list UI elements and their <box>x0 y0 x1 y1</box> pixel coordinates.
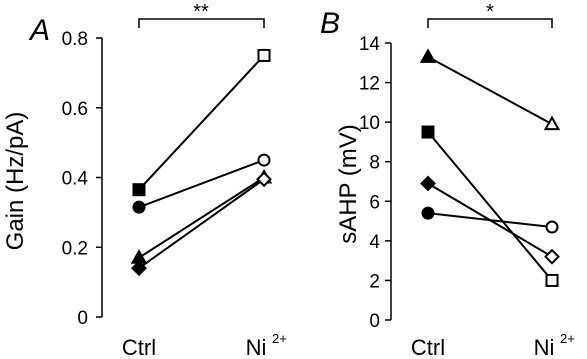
x-category-superscript-a: 2+ <box>272 331 287 346</box>
series-line-a-circle <box>138 159 265 209</box>
y-tick-label-b: 4 <box>369 232 380 253</box>
y-axis-label-a: Gain (Hz/pA) <box>2 112 29 251</box>
y-tick-label-a: 0 <box>77 308 88 329</box>
point-ctrl-b-circle <box>421 206 435 220</box>
significance-marker-a: ** <box>193 1 209 23</box>
significance-bracket-b <box>427 18 553 28</box>
y-tick-label-a: 0.6 <box>62 99 88 120</box>
significance-bracket-a <box>138 18 265 28</box>
point-ctrl-a-diamond <box>131 260 147 277</box>
y-tick-label-a: 0.4 <box>62 169 89 190</box>
point-ni-a-square <box>257 48 271 62</box>
significance-marker-b: * <box>486 1 494 23</box>
y-tick-label-b: 2 <box>369 271 380 292</box>
y-tick-label-b: 6 <box>369 192 380 213</box>
point-ni-a-circle <box>257 153 271 167</box>
series-line-b-square <box>427 131 553 282</box>
series-line-b-triangle <box>427 55 553 126</box>
point-ni-a-diamond <box>256 171 272 188</box>
y-tick-label-a: 0.2 <box>62 238 88 259</box>
x-category-label-b: Ctrl <box>411 335 445 359</box>
panel-a: A Gain (Hz/pA) 0 0.2 0.4 0.6 0.8 ** Ctrl Ni 2+ <box>2 1 287 359</box>
point-ctrl-b-diamond <box>420 175 436 192</box>
x-category-label-a: Ctrl <box>122 335 156 359</box>
y-tick-label-b: 0 <box>369 311 380 332</box>
point-ctrl-a-circle <box>132 200 146 214</box>
y-tick-label-b: 12 <box>359 74 380 95</box>
y-tick-label-a: 0.8 <box>62 29 88 50</box>
point-ni-b-circle <box>545 220 559 234</box>
y-tick-label-b: 10 <box>359 113 380 134</box>
panel-b: B sAHP (mV) 0 2 4 6 8 10 12 14 * Ctrl Ni 2+ <box>320 1 575 359</box>
series-line-b-circle <box>427 212 553 229</box>
y-tick-label-b: 8 <box>369 153 380 174</box>
x-category-label-a: Ni <box>246 335 267 359</box>
x-category-label-b: Ni <box>534 335 555 359</box>
point-ctrl-b-square <box>421 125 435 139</box>
y-axis-label-b: sAHP (mV) <box>335 124 362 244</box>
series-line-a-diamond <box>138 178 265 269</box>
y-tick-label-b: 14 <box>359 34 381 55</box>
x-category-superscript-b: 2+ <box>560 331 575 346</box>
point-ctrl-a-square <box>132 183 146 197</box>
point-ctrl-b-triangle <box>419 48 437 63</box>
point-ni-b-square <box>545 273 559 287</box>
series-line-a-square <box>138 54 265 191</box>
panel-label-b: B <box>320 7 340 40</box>
point-ni-b-diamond <box>544 248 560 265</box>
panel-label-a: A <box>28 14 50 47</box>
point-ni-b-triangle <box>543 115 561 131</box>
series-line-a-triangle <box>138 176 265 259</box>
